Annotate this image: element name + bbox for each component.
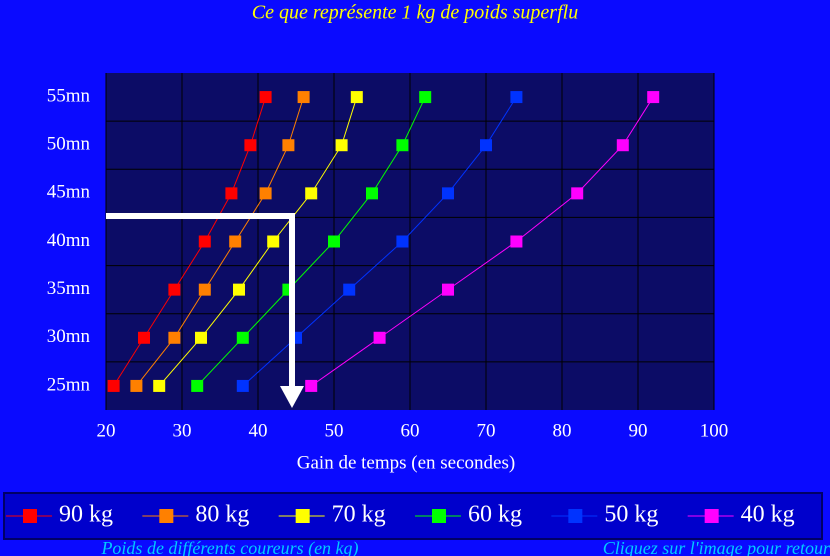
point-marker [138,331,150,344]
point-marker [510,235,523,248]
legend-label: 80 kg [195,502,249,528]
point-marker [305,187,318,200]
y-tick-label: 25mn [47,374,91,395]
point-marker [343,283,356,296]
legend-items: 90 kg 80 kg 70 kg 60 kg 50 kg 40 kg [6,502,795,528]
point-marker [647,91,660,104]
legend-label: 70 kg [332,502,386,528]
x-tick-label: 60 [401,420,420,441]
chart-title: Ce que représente 1 kg de poids superflu [252,2,578,24]
x-tick-label: 40 [249,420,268,441]
point-marker [198,283,211,296]
x-axis-label: Gain de temps (en secondes) [297,452,515,473]
legend-caption: Poids de différents coureurs (en kg) [100,538,358,556]
point-marker [198,235,211,248]
point-marker [168,283,181,296]
x-tick-label: 20 [97,420,116,441]
y-tick-label: 40mn [47,230,91,251]
point-marker [305,379,318,392]
point-marker [350,91,363,104]
point-marker [373,331,386,344]
x-tick-label: 30 [173,420,192,441]
point-marker [419,91,432,104]
point-marker [259,91,272,104]
point-marker [259,187,272,200]
point-marker [616,139,629,152]
legend-marker [295,509,310,523]
point-marker [236,331,249,344]
y-tick-label: 45mn [47,182,91,203]
point-marker [225,187,238,200]
point-marker [195,331,207,344]
point-marker [335,139,348,152]
arrow-head [280,386,304,408]
back-link[interactable]: Cliquez sur l'image pour retour [603,538,830,556]
point-marker [480,139,492,152]
legend-label: 90 kg [59,502,113,528]
point-marker [130,379,143,392]
point-marker [366,187,378,200]
legend-marker [432,509,446,523]
point-marker [282,139,295,152]
point-marker [571,187,584,200]
point-marker [153,379,166,392]
legend-marker [704,509,719,523]
point-marker [297,91,310,104]
plot [107,91,660,392]
legend-marker [23,509,37,523]
legend-label: 60 kg [468,502,522,528]
legend-marker [159,509,174,523]
y-tick-label: 50mn [47,134,91,155]
point-marker [396,139,409,152]
point-marker [328,235,340,248]
point-marker [168,331,181,344]
y-tick-label: 30mn [47,326,91,347]
annotation-arrow [106,213,304,408]
point-marker [396,235,409,248]
legend-marker [568,509,583,523]
point-marker [510,91,523,104]
x-tick-label: 80 [553,420,572,441]
point-marker [442,283,454,296]
point-marker [229,235,242,248]
legend-label: 50 kg [604,502,658,528]
point-marker [442,187,454,200]
point-marker [267,235,280,248]
point-marker [233,283,245,296]
legend-label: 40 kg [741,502,795,528]
point-marker [107,379,120,392]
x-tick-label: 70 [477,420,496,441]
point-marker [244,139,257,152]
y-tick-label: 55mn [47,85,91,106]
point-marker [191,379,204,392]
point-marker [236,379,249,392]
y-tick-label: 35mn [47,278,91,299]
legend [3,492,823,540]
x-tick-label: 90 [629,420,648,441]
x-tick-label: 50 [325,420,344,441]
x-tick-label: 100 [700,420,729,441]
